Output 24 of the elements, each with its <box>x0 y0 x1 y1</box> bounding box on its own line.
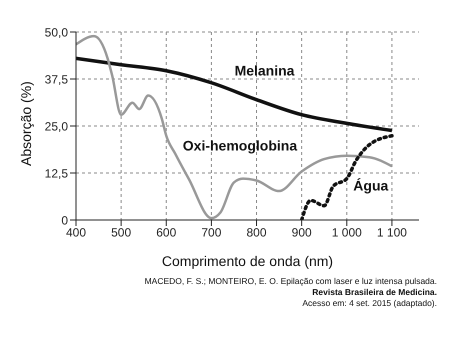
y-tick-label: 25,0 <box>44 119 68 134</box>
x-tick-label: 800 <box>246 226 267 240</box>
series-label: Oxi-hemoglobina <box>182 137 298 154</box>
x-tick-label: 900 <box>292 226 312 240</box>
y-tick-label: 37,5 <box>44 72 68 86</box>
x-tick-label: 600 <box>156 226 177 240</box>
x-tick-label: 700 <box>201 226 222 240</box>
series-label: Melanina <box>234 62 295 79</box>
x-tick-label: 1 000 <box>332 226 362 240</box>
line-series <box>76 34 394 220</box>
x-tick-label: 500 <box>111 226 132 240</box>
x-tick-label: 400 <box>66 226 86 240</box>
text: Revista Brasileira de Medicina. <box>311 287 437 298</box>
x-tick-label: 1 100 <box>376 226 408 240</box>
line-series <box>76 56 394 132</box>
x-axis-title: Comprimento de onda (nm) <box>162 253 334 269</box>
y-tick-label: 0 <box>61 213 68 228</box>
y-tick-label: 12,5 <box>44 166 68 180</box>
text: MACEDO, F. S.; MONTEIRO, E. O. Epilação com laser e luz intensa pulsada. <box>144 276 437 287</box>
y-tick-label: 50,0 <box>44 25 68 40</box>
text: Acesso em: 4 set. 2015 (adaptado). <box>301 298 437 309</box>
line-series <box>300 134 394 220</box>
y-axis-title: Absorção (%) <box>18 81 34 166</box>
series-label: Água <box>353 178 389 194</box>
